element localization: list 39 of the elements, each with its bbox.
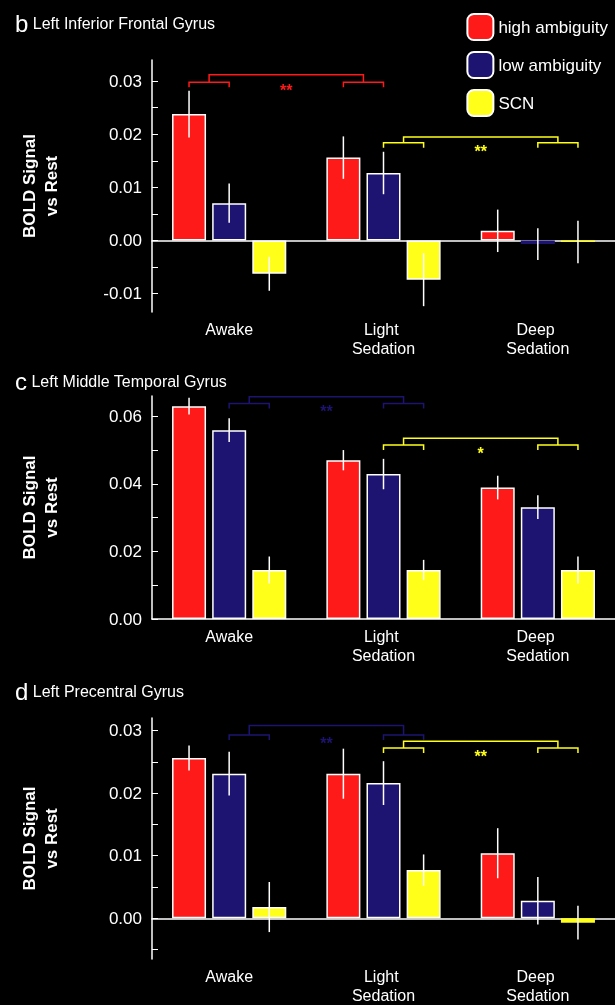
y-axis-title: BOLD Signal vs Rest bbox=[19, 455, 61, 560]
annotation: ** bbox=[320, 734, 334, 752]
text: 0.00 bbox=[108, 230, 142, 250]
annotation: ** bbox=[474, 142, 488, 160]
y-tick-label: 0.01 bbox=[108, 846, 142, 866]
bar bbox=[560, 918, 595, 923]
bar bbox=[520, 240, 555, 245]
y-tick-label: 0.03 bbox=[108, 721, 142, 741]
y-tick-label: 0.04 bbox=[108, 474, 142, 494]
y-tick-label: 0.06 bbox=[108, 406, 142, 426]
y-tick-label: 0.02 bbox=[108, 783, 142, 803]
x-tick-label: Deep Sedation bbox=[506, 628, 570, 664]
chart-title: d Left Precentral Gyrus bbox=[15, 677, 184, 705]
annotation: ** bbox=[474, 748, 488, 766]
annotation: * bbox=[477, 444, 485, 462]
y-tick-label: 0.03 bbox=[108, 71, 142, 91]
chart-title: c Left Middle Temporal Gyrus bbox=[15, 367, 227, 395]
y-tick-label: 0.02 bbox=[108, 541, 142, 561]
y-tick-label: 0.02 bbox=[108, 124, 142, 144]
x-tick-label: Light Sedation bbox=[351, 968, 416, 1004]
y-tick-label: -0.01 bbox=[103, 283, 142, 303]
x-tick-label: Awake bbox=[205, 968, 254, 985]
y-axis-title: BOLD Signal vs Rest bbox=[19, 134, 61, 238]
x-tick-label: Light Sedation bbox=[351, 321, 416, 357]
annotation: ** bbox=[320, 403, 334, 421]
text: 0.00 bbox=[108, 908, 142, 928]
legend-label: high ambiguity bbox=[498, 17, 609, 37]
annotation: ** bbox=[280, 82, 294, 100]
legend-label: SCN bbox=[498, 93, 535, 113]
y-axis-title: BOLD Signal vs Rest bbox=[19, 786, 61, 891]
x-tick-label: Deep Sedation bbox=[506, 968, 570, 1004]
text: 0.00 bbox=[108, 609, 142, 629]
x-tick-label: Light Sedation bbox=[351, 628, 416, 664]
chart-title: b Left Inferior Frontal Gyrus bbox=[15, 9, 216, 37]
legend-label: low ambiguity bbox=[498, 55, 602, 75]
x-tick-label: Deep Sedation bbox=[506, 321, 570, 357]
x-tick-label: Awake bbox=[205, 628, 254, 645]
x-tick-label: Awake bbox=[205, 321, 254, 338]
y-tick-label: 0.01 bbox=[108, 177, 142, 197]
